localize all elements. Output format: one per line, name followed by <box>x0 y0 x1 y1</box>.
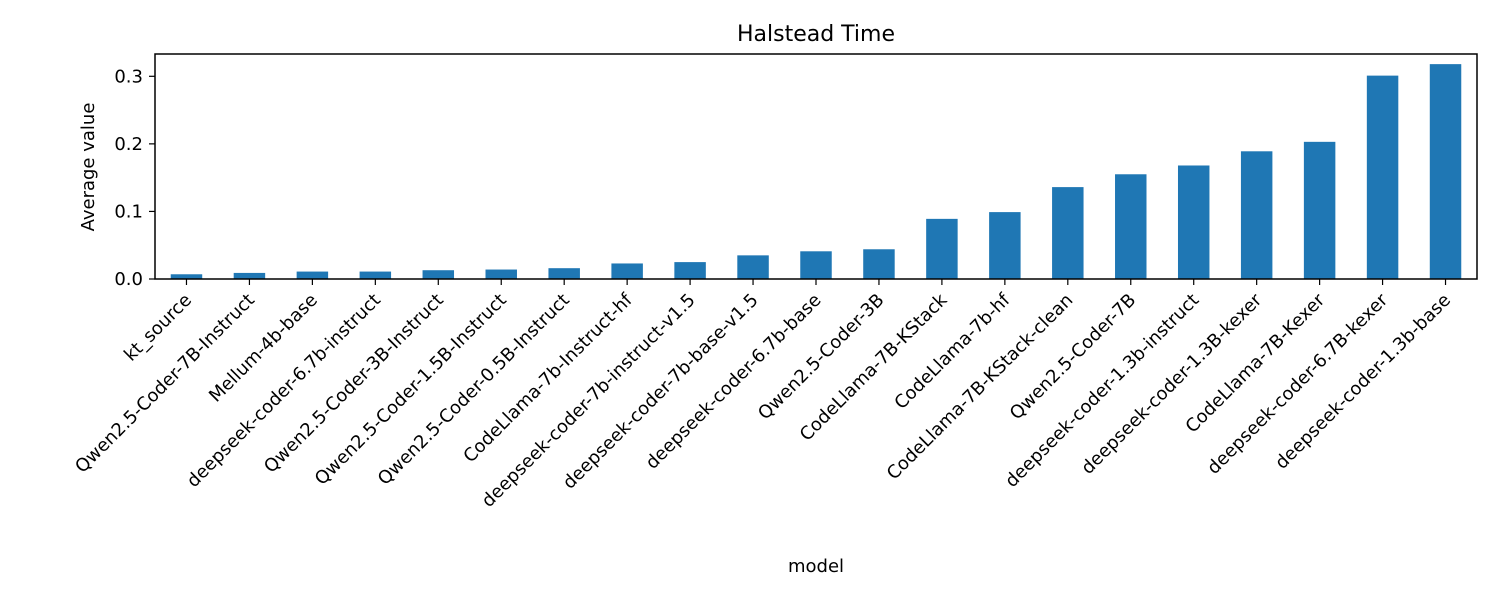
bar-6 <box>548 268 580 279</box>
bar-9 <box>737 255 769 279</box>
x-axis-ticks: kt_sourceQwen2.5-Coder-7B-InstructMellum… <box>71 279 1455 512</box>
bar-16 <box>1177 165 1210 279</box>
x-axis-label: model <box>788 556 844 577</box>
bar-3 <box>359 271 392 279</box>
x-tick-label: CodeLlama-7b-hf <box>890 289 1014 413</box>
bar-14 <box>1052 187 1084 279</box>
bar-8 <box>674 262 706 279</box>
y-axis-label: Average value <box>78 103 99 232</box>
y-axis-ticks: 0.0 0.1 0.2 0.3 <box>114 66 155 290</box>
y-tick-label: 0.0 <box>114 269 143 290</box>
bar-13 <box>989 212 1021 279</box>
bar-4 <box>422 270 455 279</box>
x-tick-label: Mellum-4b-base <box>205 290 322 407</box>
bar-11 <box>863 249 895 279</box>
plot-frame <box>154 53 1478 280</box>
bars-group <box>170 64 1462 280</box>
y-tick-label: 0.1 <box>114 201 143 222</box>
bar-19 <box>1366 75 1399 280</box>
bar-10 <box>800 251 832 279</box>
bar-2 <box>296 271 329 279</box>
bar-7 <box>611 263 643 279</box>
bar-20 <box>1429 64 1462 279</box>
bar-12 <box>926 218 958 279</box>
y-tick-label: 0.2 <box>114 134 143 155</box>
chart-title: Halstead Time <box>737 22 895 47</box>
bar-5 <box>485 269 517 279</box>
bar-1 <box>233 272 266 279</box>
y-tick-label: 0.3 <box>114 66 143 87</box>
bar-15 <box>1115 174 1147 279</box>
bar-17 <box>1240 151 1273 279</box>
bar-0 <box>170 274 203 279</box>
bar-18 <box>1303 141 1336 279</box>
